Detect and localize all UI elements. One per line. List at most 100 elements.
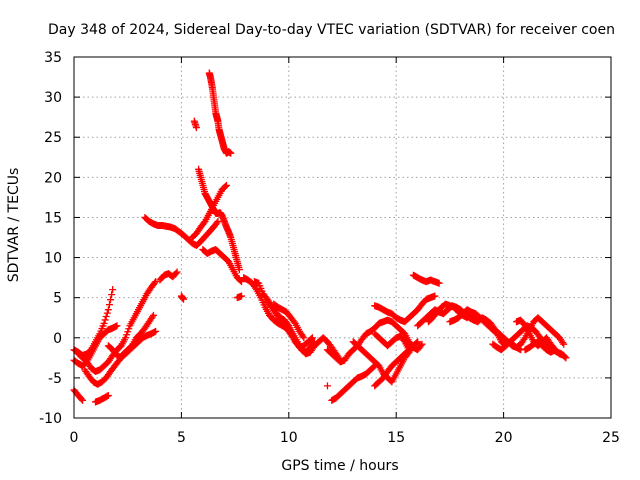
grid-layer <box>74 57 611 418</box>
data-point-marker <box>417 342 425 350</box>
series-arc-9 <box>156 268 181 284</box>
data-point-marker <box>125 325 133 333</box>
data-point-marker <box>151 279 159 287</box>
series-arc-26 <box>371 330 413 354</box>
data-point-marker <box>308 334 316 342</box>
series-arc-3 <box>70 386 87 404</box>
data-point-marker <box>489 326 497 334</box>
data-point-marker <box>109 286 117 294</box>
data-point-marker <box>405 346 413 354</box>
series-arc-5 <box>81 311 157 388</box>
data-point-marker <box>520 335 528 343</box>
series-arc-19 <box>263 298 319 356</box>
y-tick-label: 0 <box>53 331 62 347</box>
series-arc-20 <box>270 300 308 342</box>
series-arc-12 <box>195 165 243 274</box>
series-arc-22 <box>328 362 379 404</box>
data-point-marker <box>104 306 112 314</box>
y-tick-label: 35 <box>44 50 62 66</box>
series-arc-27 <box>371 292 439 326</box>
series-arc-21 <box>323 316 426 366</box>
x-tick-label: 5 <box>177 430 186 446</box>
data-point-marker <box>192 124 200 132</box>
data-point-marker <box>299 332 307 340</box>
data-point-marker <box>104 392 112 400</box>
data-point-marker <box>300 334 308 342</box>
series-arc-16 <box>233 292 246 302</box>
y-axis-label: SDTVAR / TECUs <box>6 168 22 283</box>
y-tick-label: 10 <box>44 251 62 267</box>
series-arc-31 <box>446 306 497 334</box>
data-point-marker <box>323 382 331 390</box>
series-arc-34 <box>512 316 568 359</box>
plot-frame <box>73 56 612 419</box>
data-point-marker <box>103 309 111 317</box>
series-arc-28 <box>409 271 443 287</box>
data-point-marker <box>123 331 131 339</box>
x-tick-label: 15 <box>387 430 405 446</box>
data-point-marker <box>221 182 229 190</box>
data-point-marker <box>101 316 109 324</box>
data-point-marker <box>370 363 378 371</box>
data-point-marker <box>113 322 121 330</box>
data-point-marker <box>431 292 439 300</box>
series-arc-7 <box>104 327 160 362</box>
x-tick-label: 0 <box>70 430 79 446</box>
series-arc-15 <box>188 181 231 241</box>
chart-title: Day 348 of 2024, Sidereal Day-to-day VTE… <box>48 22 615 38</box>
series-arc-23 <box>323 382 331 390</box>
x-axis-label: GPS time / hours <box>281 458 398 474</box>
data-point-marker <box>173 268 181 276</box>
data-marks <box>70 69 570 406</box>
data-point-marker <box>100 319 108 327</box>
series-arc-2 <box>70 322 121 370</box>
data-point-marker <box>213 219 221 227</box>
y-tick-label: -10 <box>39 411 62 427</box>
data-point-marker <box>408 343 416 351</box>
x-tick-label: 10 <box>280 430 298 446</box>
data-point-marker <box>235 266 243 274</box>
series-arc-25 <box>371 342 417 390</box>
y-tick-label: 15 <box>44 210 62 226</box>
data-point-marker <box>105 301 113 309</box>
axis-tick-labels: 0 5 10 15 20 25 -10 -5 0 5 10 15 20 25 30 35 <box>39 50 620 446</box>
y-tick-label: 5 <box>53 291 62 307</box>
series-arc-35 <box>521 338 559 356</box>
data-point-marker <box>413 339 421 347</box>
data-point-marker <box>227 149 235 157</box>
data-point-marker <box>414 338 422 346</box>
data-point-marker <box>418 340 426 348</box>
x-tick-label: 25 <box>602 430 620 446</box>
y-tick-label: 30 <box>44 90 62 106</box>
data-point-marker <box>172 269 180 277</box>
data-point-marker <box>307 335 315 343</box>
data-point-marker <box>148 313 156 321</box>
data-point-marker <box>122 334 130 342</box>
series-arc-11 <box>190 117 200 132</box>
axis-ticks <box>73 56 612 419</box>
series-arc-6 <box>91 392 112 406</box>
data-point-marker <box>238 292 246 300</box>
data-point-marker <box>107 296 115 304</box>
series-arc-8 <box>141 213 222 250</box>
series-arc-10 <box>177 292 188 303</box>
y-tick-label: 25 <box>44 130 62 146</box>
data-point-marker <box>152 278 160 286</box>
data-point-marker <box>214 217 222 225</box>
data-point-marker <box>551 346 559 354</box>
y-tick-label: 20 <box>44 170 62 186</box>
data-point-marker <box>560 340 568 348</box>
series-arc-14 <box>199 246 246 286</box>
data-point-marker <box>409 342 417 350</box>
data-point-marker <box>108 291 116 299</box>
data-point-marker <box>180 295 188 303</box>
data-point-marker <box>102 313 110 321</box>
data-point-marker <box>310 339 318 347</box>
data-point-marker <box>152 327 160 335</box>
data-point-marker <box>559 339 567 347</box>
data-point-marker <box>435 279 443 287</box>
data-point-marker <box>78 395 86 403</box>
data-point-marker <box>311 338 319 346</box>
data-point-marker <box>149 311 157 319</box>
